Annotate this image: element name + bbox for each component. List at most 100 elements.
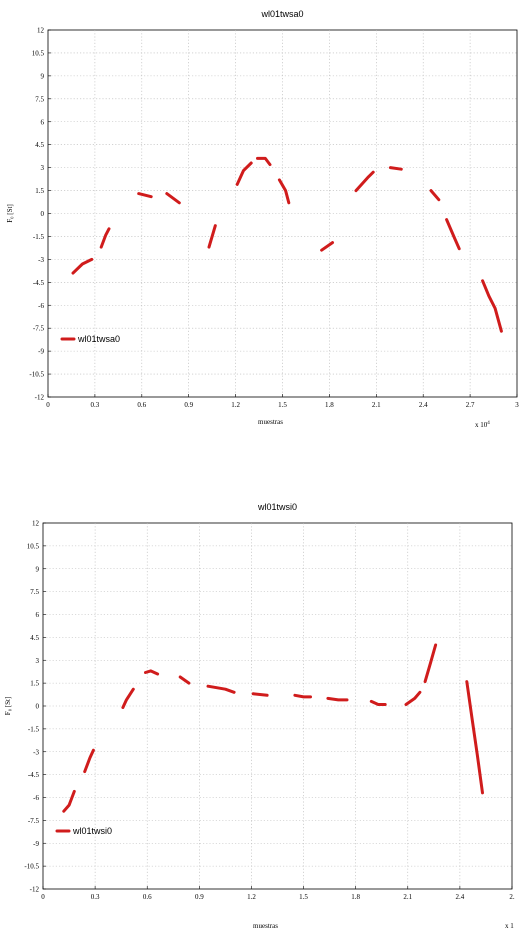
- y-tick-label: 7.5: [35, 95, 44, 103]
- series-segment: [320, 241, 334, 252]
- x-tick-label: 0: [46, 401, 50, 409]
- x-multiplier-label: x 104: [475, 421, 490, 429]
- x-tick-label: 2.: [509, 893, 515, 901]
- series-segment: [235, 161, 253, 186]
- x-tick-label: 0.6: [137, 401, 146, 409]
- y-tick-label: 10.5: [32, 49, 45, 57]
- y-tick-label: -3: [38, 256, 44, 264]
- y-tick-label: -10.5: [29, 371, 44, 379]
- x-tick-label: 0.9: [184, 401, 193, 409]
- series-segment: [137, 192, 153, 199]
- series-segment: [121, 687, 135, 709]
- x-tick-label: 1.5: [299, 893, 308, 901]
- x-axis-label: muestras: [253, 922, 278, 930]
- chart-title: wl01twsi0: [257, 502, 297, 512]
- x-tick-label: 1.5: [278, 401, 287, 409]
- y-tick-label: -10.5: [24, 863, 39, 871]
- x-tick-label: 1.2: [231, 401, 240, 409]
- series-segment: [251, 692, 269, 697]
- series-wl01twsi0: [62, 643, 484, 813]
- series-segment: [429, 189, 441, 202]
- y-tick-label: 3: [41, 164, 45, 172]
- y-tick-label: -9: [33, 840, 39, 848]
- chart-title: wl01twsa0: [260, 9, 303, 19]
- y-tick-label: -12: [30, 886, 40, 894]
- chart-wl01twsa0: 0 0.3 0.6 0.9 1.2 1.5 1.8 2.1 2.4 2.7 3 12 10.5 9 7.5 6…: [6, 9, 519, 429]
- series-segment: [83, 748, 95, 774]
- x-multiplier-label: x 1: [505, 922, 514, 930]
- y-tick-label: 12: [32, 520, 40, 528]
- series-segment: [62, 789, 76, 813]
- y-tick-label: 10.5: [27, 542, 40, 550]
- y-tick-label: -1.5: [28, 725, 40, 733]
- x-tick-label: 2.4: [419, 401, 428, 409]
- series-segment: [165, 192, 181, 205]
- series-segment: [144, 669, 160, 676]
- x-tick-label: 2.4: [456, 893, 465, 901]
- y-tick-label: -3: [33, 748, 39, 756]
- legend-label: wl01twsi0: [72, 826, 112, 836]
- y-tick-label: -4.5: [28, 771, 40, 779]
- y-tick-label: -6: [33, 794, 39, 802]
- series-wl01twsa0: [71, 156, 503, 333]
- series-segment: [423, 643, 438, 684]
- series-segment: [71, 257, 94, 275]
- x-tick-label: 1.8: [351, 893, 360, 901]
- x-tick-label: 1.2: [247, 893, 256, 901]
- y-tick-label: 4.5: [30, 634, 39, 642]
- x-axis-label: muestras: [258, 418, 283, 426]
- y-tick-label: -9: [38, 348, 44, 356]
- series-segment: [369, 699, 387, 706]
- series-segment: [293, 693, 312, 699]
- y-tick-label: 9: [41, 72, 45, 80]
- y-axis-label: F₀ [St]: [6, 204, 14, 223]
- y-tick-label: 3: [36, 657, 40, 665]
- x-tick-label: 0.3: [91, 893, 100, 901]
- y-tick-label: -7.5: [28, 817, 40, 825]
- y-tick-label: -7.5: [33, 325, 45, 333]
- legend-label: wl01twsa0: [77, 334, 120, 344]
- series-segment: [178, 675, 191, 685]
- series-segment: [207, 224, 217, 249]
- series-segment: [206, 684, 236, 694]
- legend: wl01twsi0: [55, 826, 112, 836]
- y-tick-label: 6: [41, 118, 45, 126]
- y-tick-label: 0: [36, 703, 40, 711]
- x-tick-label: 2.1: [403, 893, 412, 901]
- series-segment: [99, 227, 111, 249]
- y-tick-label: 4.5: [35, 141, 44, 149]
- y-tick-label: 7.5: [30, 588, 39, 596]
- x-tick-label: 1.8: [325, 401, 334, 409]
- series-segment: [404, 690, 422, 706]
- series-segment: [256, 156, 272, 167]
- legend: wl01twsa0: [60, 334, 120, 344]
- x-tick-label: 2.1: [372, 401, 381, 409]
- x-tick-label: 2.7: [466, 401, 475, 409]
- x-tick-label: 0.9: [195, 893, 204, 901]
- y-tick-label: 0: [41, 210, 45, 218]
- y-tick-label: 1.5: [35, 187, 44, 195]
- y-tick-label: -1.5: [33, 233, 45, 241]
- chart-wl01twsi0: 0 0.3 0.6 0.9 1.2 1.5 1.8 2.1 2.4 2. 12 10.5 9 7.5 6 4.…: [4, 502, 515, 930]
- x-tick-label: 0: [41, 893, 45, 901]
- series-segment: [326, 696, 349, 702]
- y-tick-label: -6: [38, 302, 44, 310]
- y-tick-label: 12: [37, 27, 45, 35]
- x-tick-label: 3: [515, 401, 519, 409]
- series-segment: [277, 178, 291, 205]
- x-tick-label: 0.6: [143, 893, 152, 901]
- series-segment: [481, 279, 503, 333]
- y-tick-label: -12: [35, 394, 45, 402]
- series-segment: [465, 680, 484, 795]
- y-tick-label: 1.5: [30, 680, 39, 688]
- series-segment: [354, 170, 375, 193]
- x-tick-label: 0.3: [91, 401, 100, 409]
- series-segment: [388, 166, 403, 171]
- series-segment: [445, 218, 461, 251]
- y-tick-label: 9: [36, 565, 40, 573]
- x-multiplier-exponent: 4: [487, 421, 490, 426]
- y-tick-label: -4.5: [33, 279, 45, 287]
- y-axis-label: F₀ [St]: [4, 697, 12, 716]
- y-tick-label: 6: [36, 611, 40, 619]
